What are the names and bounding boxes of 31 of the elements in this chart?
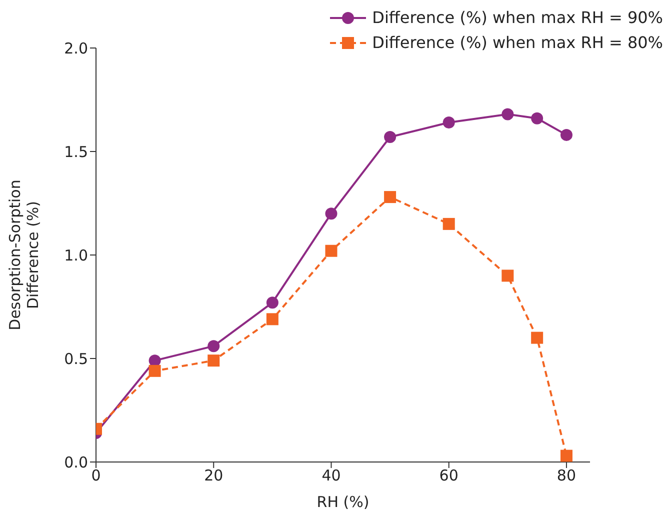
y-tick-label: 1.5 bbox=[64, 142, 88, 161]
legend-label: Difference (%) when max RH = 90% bbox=[372, 8, 663, 27]
point bbox=[442, 218, 455, 230]
y-axis-title: Desorption-Sorption Difference (%) bbox=[6, 180, 42, 330]
point bbox=[325, 244, 338, 257]
point bbox=[325, 208, 338, 220]
point bbox=[502, 108, 514, 120]
legend-label: Difference (%) when max RH = 80% bbox=[372, 33, 663, 52]
y-tick-label: 2.0 bbox=[64, 39, 88, 58]
point bbox=[560, 128, 572, 141]
point bbox=[208, 354, 220, 367]
point bbox=[442, 116, 455, 129]
point bbox=[266, 296, 278, 309]
x-tick-label: 20 bbox=[204, 466, 224, 485]
y-tick-label: 0.0 bbox=[64, 453, 88, 472]
point bbox=[208, 340, 220, 352]
point bbox=[384, 191, 396, 204]
point bbox=[502, 270, 514, 282]
x-tick-label: 60 bbox=[439, 466, 458, 485]
y-tick-label: 1.0 bbox=[64, 246, 88, 264]
point bbox=[384, 131, 396, 144]
point bbox=[531, 112, 544, 124]
x-tick-label: 0 bbox=[91, 466, 101, 485]
point bbox=[531, 332, 544, 344]
point bbox=[560, 450, 572, 462]
x-axis-title: RH (%) bbox=[316, 493, 370, 511]
point bbox=[266, 313, 278, 326]
x-tick-label: 80 bbox=[556, 466, 576, 485]
y-tick-label: 0.5 bbox=[64, 350, 88, 368]
point bbox=[148, 364, 161, 377]
x-tick-label: 40 bbox=[322, 466, 341, 485]
